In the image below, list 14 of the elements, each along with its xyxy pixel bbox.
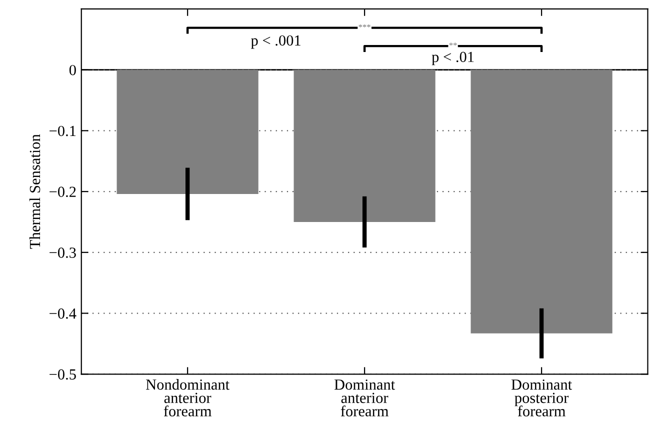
annotation: ** — [449, 42, 457, 46]
y-tick-label: −0.1 — [50, 126, 76, 136]
annotation: p < .01 — [432, 52, 474, 66]
annotation: p < .001 — [250, 35, 300, 49]
y-tick-label: −0.3 — [50, 248, 76, 258]
annotation: *** — [358, 24, 370, 28]
x-tick-label: Dominant anterior forearm — [334, 379, 396, 416]
y-tick-label: −0.4 — [50, 308, 76, 319]
x-tick-label: Nondominant anterior forearm — [146, 379, 230, 416]
x-tick-label: Dominant posterior forearm — [511, 379, 572, 416]
y-tick-label: 0 — [69, 64, 76, 76]
y-axis-title: Thermal Sensation — [29, 134, 40, 249]
y-tick-label: −0.5 — [50, 369, 76, 380]
y-tick-label: −0.2 — [50, 186, 76, 198]
